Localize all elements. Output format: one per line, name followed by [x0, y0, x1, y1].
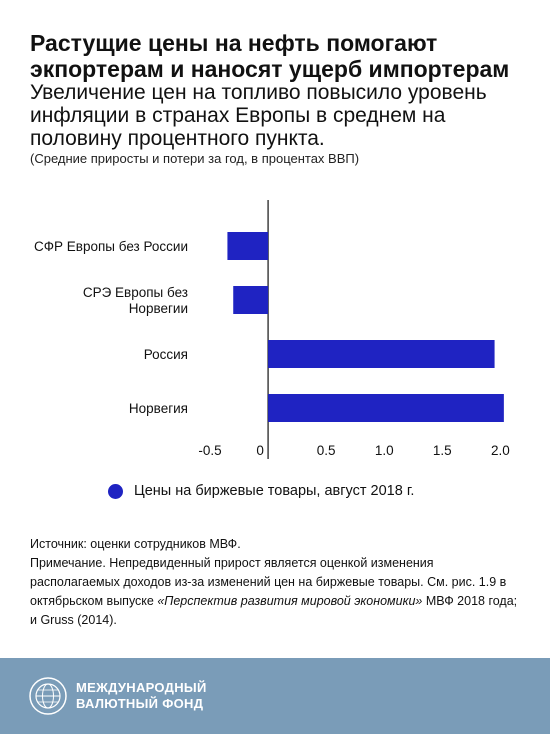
- bar-chart: СФР Европы без России СРЭ Европы без Норве…: [34, 200, 510, 459]
- x-tick-label: -0.5: [198, 443, 221, 458]
- category-label: Норвегия: [129, 401, 188, 416]
- legend-label: Цены на биржевые товары, август 2018 г.: [134, 483, 415, 499]
- note-text: Примечание. Непредвиденный прирост являе…: [30, 554, 525, 630]
- x-tick-label: 0: [256, 443, 264, 458]
- note-suffix: МВФ 2018 года; и Gruss (2014).: [30, 594, 518, 627]
- source-line: Источник: оценки сотрудников МВФ.: [30, 537, 241, 551]
- bar-срэ-европы-без-норвегии: [233, 286, 269, 314]
- category-label: СФР Европы без России: [34, 239, 188, 254]
- bar-сфр-европы-без-россии: [227, 232, 269, 260]
- source-notes: Источник: оценки сотрудников МВФ. Примеч…: [30, 535, 525, 630]
- imf-globe-seal-icon: [29, 677, 67, 715]
- chart-subtitle: Увеличение цен на топливо повысило урове…: [30, 81, 487, 150]
- category-label: СРЭ Европы без Норвегии: [83, 285, 188, 316]
- chart-title: Растущие цены на нефть помогают экпортер…: [30, 30, 510, 82]
- category-label: Россия: [144, 347, 188, 362]
- x-tick-label: 0.5: [317, 443, 336, 458]
- chart-legend: Цены на биржевые товары, август 2018 г.: [108, 483, 414, 499]
- legend-swatch: [108, 483, 123, 499]
- units-note: (Средние приросты и потери за год, в про…: [30, 151, 360, 166]
- note-italic: «Перспектив развития мировой экономики»: [157, 594, 423, 608]
- note-prefix: Примечание. Непредвиденный прирост являе…: [30, 556, 507, 608]
- bar-норвегия: [268, 394, 504, 422]
- bar-россия: [268, 340, 495, 368]
- org-name-line2: ВАЛЮТНЫЙ ФОНД: [76, 696, 204, 711]
- x-tick-label: 2.0: [491, 443, 510, 458]
- org-name-line1: МЕЖДУНАРОДНЫЙ: [76, 680, 207, 695]
- x-tick-label: 1.5: [433, 443, 452, 458]
- imf-wordmark: МЕЖДУНАРОДНЫЙ ВАЛЮТНЫЙ ФОНД: [76, 680, 207, 712]
- x-tick-label: 1.0: [375, 443, 394, 458]
- footer-banner: МЕЖДУНАРОДНЫЙ ВАЛЮТНЫЙ ФОНД: [0, 658, 550, 734]
